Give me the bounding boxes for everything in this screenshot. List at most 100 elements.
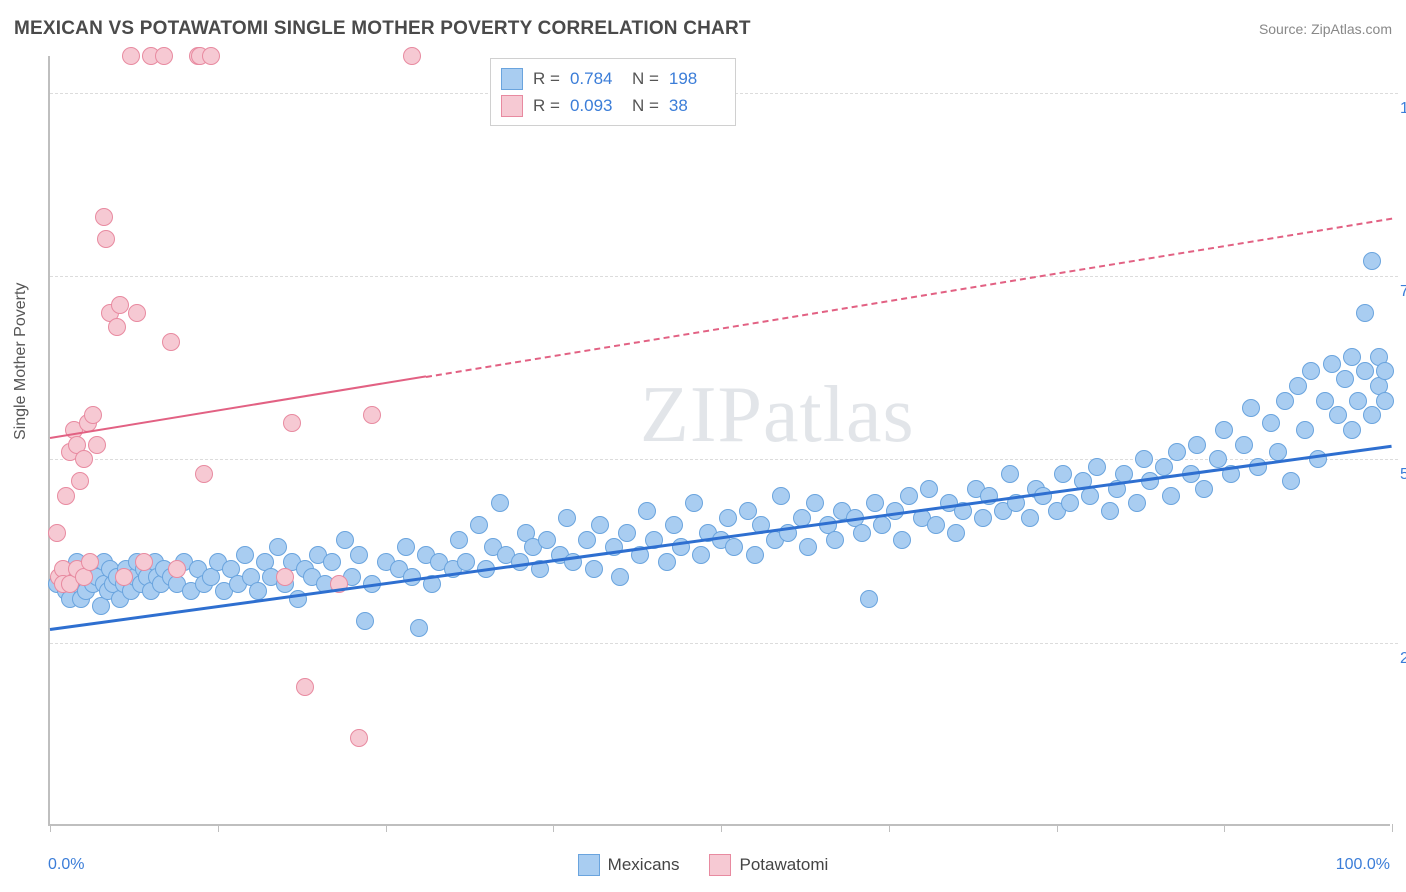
marker-mexicans bbox=[853, 524, 871, 542]
marker-mexicans bbox=[920, 480, 938, 498]
marker-potawatomi bbox=[81, 553, 99, 571]
marker-mexicans bbox=[350, 546, 368, 564]
marker-potawatomi bbox=[155, 47, 173, 65]
marker-mexicans bbox=[1323, 355, 1341, 373]
marker-mexicans bbox=[1054, 465, 1072, 483]
x-tick bbox=[1224, 824, 1225, 832]
marker-mexicans bbox=[450, 531, 468, 549]
marker-potawatomi bbox=[202, 47, 220, 65]
marker-mexicans bbox=[1088, 458, 1106, 476]
x-axis-labels: 0.0% 100.0% bbox=[48, 856, 1390, 874]
marker-mexicans bbox=[1215, 421, 1233, 439]
source-attribution: Source: ZipAtlas.com bbox=[1259, 21, 1392, 37]
marker-mexicans bbox=[1296, 421, 1314, 439]
marker-mexicans bbox=[236, 546, 254, 564]
marker-mexicans bbox=[591, 516, 609, 534]
y-axis-title: Single Mother Poverty bbox=[12, 283, 30, 440]
marker-mexicans bbox=[618, 524, 636, 542]
marker-mexicans bbox=[1001, 465, 1019, 483]
swatch-potawatomi bbox=[501, 95, 523, 117]
marker-potawatomi bbox=[195, 465, 213, 483]
marker-mexicans bbox=[1336, 370, 1354, 388]
marker-mexicans bbox=[860, 590, 878, 608]
marker-mexicans bbox=[746, 546, 764, 564]
y-tick-label: 25.0% bbox=[1400, 650, 1406, 668]
marker-mexicans bbox=[806, 494, 824, 512]
marker-mexicans bbox=[873, 516, 891, 534]
marker-mexicans bbox=[1343, 348, 1361, 366]
marker-mexicans bbox=[725, 538, 743, 556]
marker-mexicans bbox=[585, 560, 603, 578]
chart-title: MEXICAN VS POTAWATOMI SINGLE MOTHER POVE… bbox=[14, 18, 751, 40]
marker-mexicans bbox=[685, 494, 703, 512]
marker-mexicans bbox=[611, 568, 629, 586]
marker-mexicans bbox=[1242, 399, 1260, 417]
marker-mexicans bbox=[1168, 443, 1186, 461]
x-max-label: 100.0% bbox=[1336, 856, 1390, 874]
marker-mexicans bbox=[1162, 487, 1180, 505]
marker-potawatomi bbox=[276, 568, 294, 586]
marker-mexicans bbox=[269, 538, 287, 556]
marker-mexicans bbox=[1235, 436, 1253, 454]
marker-potawatomi bbox=[48, 524, 66, 542]
y-tick-label: 100.0% bbox=[1400, 100, 1406, 118]
marker-potawatomi bbox=[95, 208, 113, 226]
marker-mexicans bbox=[1155, 458, 1173, 476]
plot-area: 25.0%50.0%75.0%100.0% bbox=[48, 56, 1390, 826]
marker-mexicans bbox=[1195, 480, 1213, 498]
plot-container: 25.0%50.0%75.0%100.0% bbox=[48, 56, 1390, 826]
marker-mexicans bbox=[457, 553, 475, 571]
r-label: R = bbox=[533, 65, 560, 92]
marker-mexicans bbox=[719, 509, 737, 527]
x-tick bbox=[50, 824, 51, 832]
swatch-mexicans bbox=[501, 68, 523, 90]
title-bar: MEXICAN VS POTAWATOMI SINGLE MOTHER POVE… bbox=[14, 18, 1392, 40]
stats-legend: R = 0.784 N = 198 R = 0.093 N = 38 bbox=[490, 58, 736, 126]
marker-potawatomi bbox=[57, 487, 75, 505]
marker-potawatomi bbox=[350, 729, 368, 747]
marker-potawatomi bbox=[108, 318, 126, 336]
marker-potawatomi bbox=[283, 414, 301, 432]
marker-mexicans bbox=[1376, 392, 1394, 410]
x-tick bbox=[218, 824, 219, 832]
marker-mexicans bbox=[1282, 472, 1300, 490]
marker-mexicans bbox=[1316, 392, 1334, 410]
n-value-potawatomi: 38 bbox=[669, 92, 721, 119]
marker-mexicans bbox=[1289, 377, 1307, 395]
marker-mexicans bbox=[336, 531, 354, 549]
x-tick bbox=[386, 824, 387, 832]
marker-potawatomi bbox=[296, 678, 314, 696]
marker-mexicans bbox=[1363, 252, 1381, 270]
marker-mexicans bbox=[927, 516, 945, 534]
marker-mexicans bbox=[866, 494, 884, 512]
marker-mexicans bbox=[470, 516, 488, 534]
marker-mexicans bbox=[1329, 406, 1347, 424]
marker-mexicans bbox=[1135, 450, 1153, 468]
marker-mexicans bbox=[1262, 414, 1280, 432]
x-min-label: 0.0% bbox=[48, 856, 84, 874]
marker-mexicans bbox=[538, 531, 556, 549]
marker-potawatomi bbox=[71, 472, 89, 490]
marker-potawatomi bbox=[363, 406, 381, 424]
marker-mexicans bbox=[1021, 509, 1039, 527]
x-tick bbox=[889, 824, 890, 832]
gridline-h bbox=[50, 276, 1398, 277]
marker-mexicans bbox=[1349, 392, 1367, 410]
marker-mexicans bbox=[1356, 362, 1374, 380]
x-tick bbox=[721, 824, 722, 832]
marker-mexicans bbox=[893, 531, 911, 549]
marker-mexicans bbox=[578, 531, 596, 549]
marker-potawatomi bbox=[162, 333, 180, 351]
marker-potawatomi bbox=[122, 47, 140, 65]
marker-mexicans bbox=[323, 553, 341, 571]
marker-mexicans bbox=[658, 553, 676, 571]
marker-mexicans bbox=[1356, 304, 1374, 322]
marker-mexicans bbox=[739, 502, 757, 520]
gridline-h bbox=[50, 643, 1398, 644]
marker-mexicans bbox=[900, 487, 918, 505]
marker-mexicans bbox=[356, 612, 374, 630]
marker-mexicans bbox=[638, 502, 656, 520]
marker-mexicans bbox=[1101, 502, 1119, 520]
trendline-mexicans bbox=[50, 445, 1392, 631]
marker-mexicans bbox=[974, 509, 992, 527]
